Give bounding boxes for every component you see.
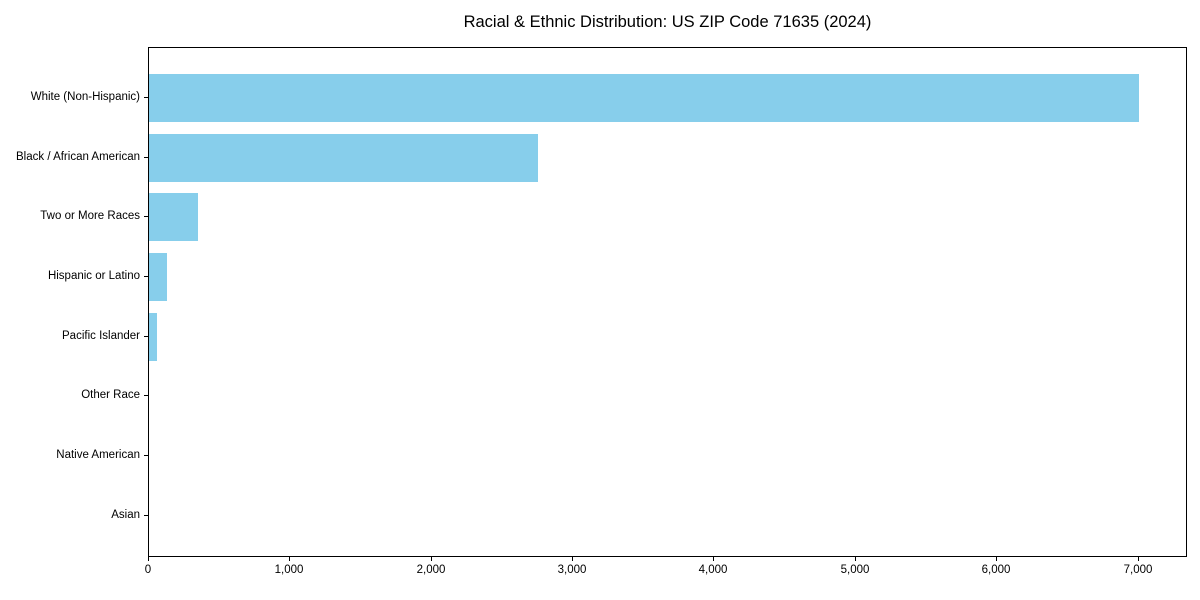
x-tick-mark	[855, 557, 856, 561]
bar-hispanic-or-latino	[149, 252, 167, 301]
plot-area	[148, 47, 1187, 557]
y-tick-mark	[144, 97, 148, 98]
y-tick-mark	[144, 455, 148, 456]
x-tick-mark	[713, 557, 714, 561]
y-tick-mark	[144, 276, 148, 277]
x-tick-mark	[289, 557, 290, 561]
y-tick-mark	[144, 336, 148, 337]
y-tick-mark	[144, 515, 148, 516]
x-tick-label-4-000: 4,000	[698, 564, 728, 576]
y-tick-label-two-or-more-races: Two or More Races	[40, 210, 140, 222]
x-tick-mark	[996, 557, 997, 561]
x-tick-label-3-000: 3,000	[557, 564, 587, 576]
y-tick-mark	[144, 395, 148, 396]
x-tick-label-5-000: 5,000	[840, 564, 870, 576]
y-tick-label-asian: Asian	[111, 509, 140, 521]
y-tick-label-other-race: Other Race	[81, 389, 140, 401]
y-tick-label-hispanic-or-latino: Hispanic or Latino	[47, 270, 140, 282]
x-tick-mark	[572, 557, 573, 561]
x-tick-mark	[431, 557, 432, 561]
y-tick-mark	[144, 157, 148, 158]
bar-white-non-hispanic	[149, 74, 1139, 122]
chart-title: Racial & Ethnic Distribution: US ZIP Cod…	[463, 13, 872, 31]
x-tick-mark	[148, 557, 149, 561]
x-tick-label-2-000: 2,000	[416, 564, 446, 576]
y-tick-label-native-american: Native American	[56, 449, 140, 461]
x-tick-label-1-000: 1,000	[274, 564, 304, 576]
x-tick-mark	[1138, 557, 1139, 561]
x-tick-label-6-000: 6,000	[981, 564, 1011, 576]
y-tick-label-pacific-islander: Pacific Islander	[62, 330, 140, 342]
bar-black-african-american	[149, 133, 538, 182]
y-tick-label-black-african-american: Black / African American	[16, 151, 140, 163]
bar-pacific-islander	[149, 312, 157, 361]
x-tick-label-7-000: 7,000	[1123, 564, 1153, 576]
x-tick-label-0: 0	[144, 564, 152, 576]
bar-two-or-more-races	[149, 193, 198, 242]
y-tick-label-white-non-hispanic: White (Non-Hispanic)	[30, 91, 140, 103]
y-tick-mark	[144, 216, 148, 217]
